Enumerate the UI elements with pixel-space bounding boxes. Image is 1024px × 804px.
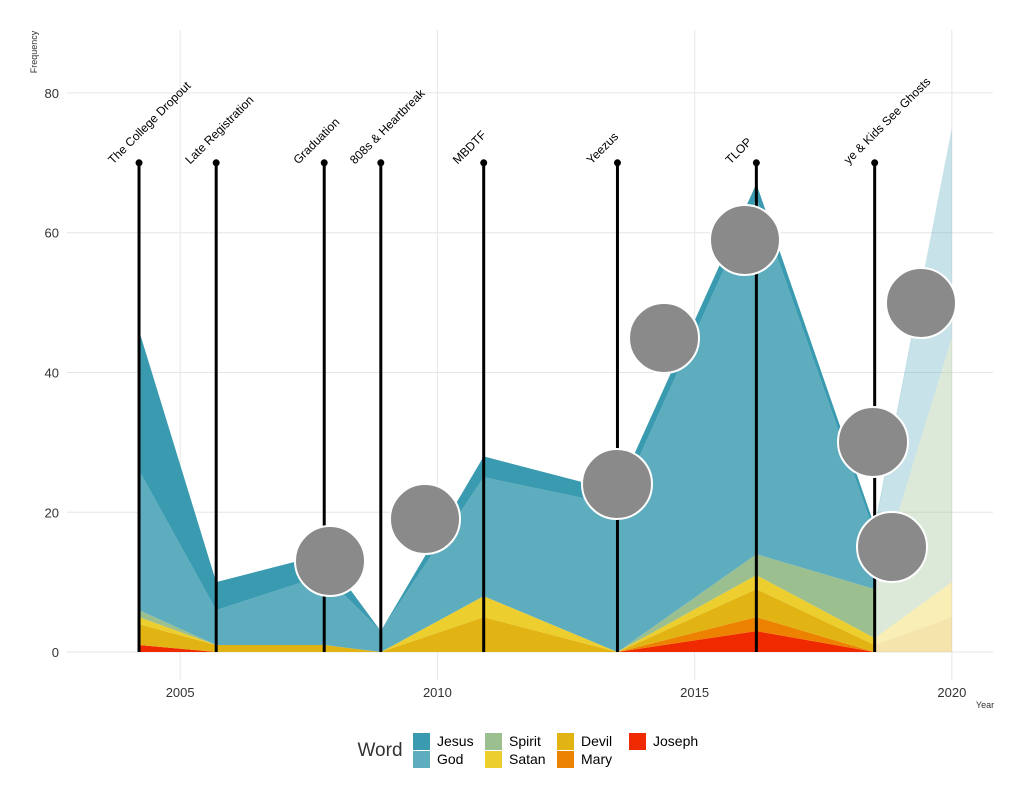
area — [139, 197, 875, 653]
areas — [139, 127, 952, 653]
area-faded — [874, 127, 952, 590]
legend-swatch — [629, 733, 646, 750]
album-dot — [377, 159, 385, 167]
album-dot — [212, 159, 220, 167]
album-label: 808s & Heartbreak — [347, 86, 428, 167]
area-faded — [874, 617, 952, 653]
legend-swatch — [485, 751, 502, 768]
photo — [709, 204, 781, 276]
x-tick-label: 2020 — [937, 685, 966, 700]
photo — [856, 511, 928, 583]
y-tick-label: 40 — [45, 365, 59, 380]
area — [139, 589, 875, 653]
y-tick-label: 80 — [45, 86, 59, 101]
photo — [885, 267, 957, 339]
legend-label: Satan — [509, 751, 546, 767]
photo — [628, 302, 700, 374]
area-faded — [874, 582, 952, 646]
album-label: Graduation — [290, 115, 342, 167]
album-dot — [320, 159, 328, 167]
photo — [581, 448, 653, 520]
area — [139, 617, 875, 653]
area — [139, 631, 875, 653]
y-tick-label: 0 — [52, 645, 59, 660]
album-label: ye & Kids See Ghosts — [841, 74, 933, 166]
legend-label: Devil — [581, 733, 612, 749]
y-axis-label: Frequency — [29, 30, 39, 73]
legend-label: Jesus — [437, 733, 474, 749]
legend-label: Joseph — [653, 733, 698, 749]
photo — [294, 525, 366, 597]
album-dot — [752, 159, 760, 167]
area — [139, 183, 875, 632]
album-dot — [480, 159, 488, 167]
x-axis-label: Year — [976, 700, 994, 710]
album-label: Late Registration — [182, 93, 256, 167]
legend-swatch — [557, 733, 574, 750]
x-tick-label: 2005 — [166, 685, 195, 700]
album-dot — [871, 159, 879, 167]
x-tick-label: 2015 — [680, 685, 709, 700]
legend-swatch — [557, 751, 574, 768]
legend-swatch — [485, 733, 502, 750]
legend-swatch — [413, 751, 430, 768]
album-dot — [613, 159, 621, 167]
area — [139, 575, 875, 653]
legend-label: Spirit — [509, 733, 541, 749]
legend-title: Word — [357, 740, 402, 761]
y-tick-label: 60 — [45, 226, 59, 241]
x-tick-label: 2010 — [423, 685, 452, 700]
legend-swatch — [413, 733, 430, 750]
y-tick-label: 20 — [45, 505, 59, 520]
legend-label: Mary — [581, 751, 612, 767]
photo — [837, 406, 909, 478]
album-dot — [135, 159, 143, 167]
legend-label: God — [437, 751, 463, 767]
album-label: TLOP — [723, 135, 755, 167]
photo — [389, 483, 461, 555]
legend: Jesus God Spirit Satan Devil Mary Joseph — [413, 733, 698, 768]
photos — [294, 204, 957, 597]
